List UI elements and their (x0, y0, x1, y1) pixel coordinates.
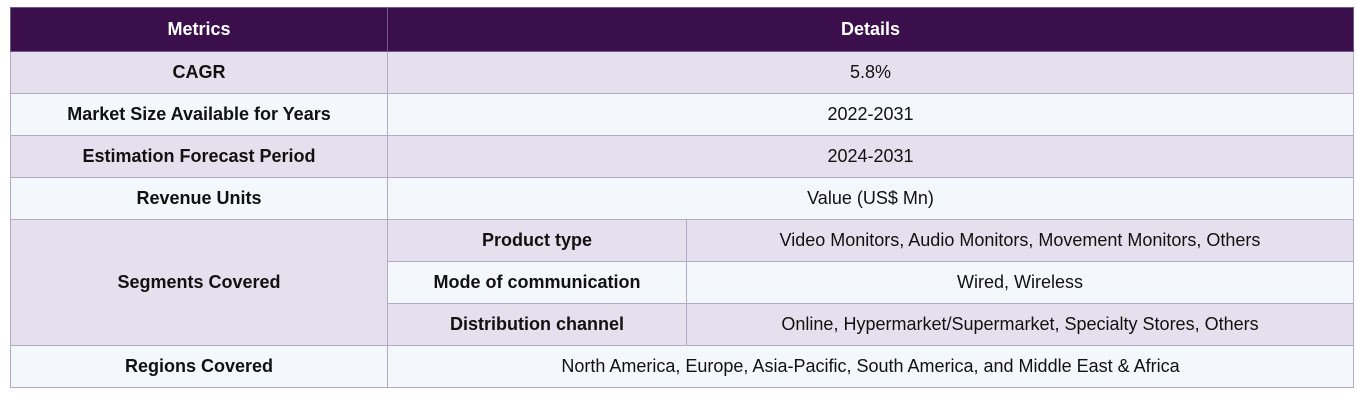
segment-name-distribution-channel: Distribution channel (388, 304, 687, 346)
table-row: Regions Covered North America, Europe, A… (11, 346, 1354, 388)
table-row: CAGR 5.8% (11, 52, 1354, 94)
segment-name-product-type: Product type (388, 220, 687, 262)
table-row: Revenue Units Value (US$ Mn) (11, 178, 1354, 220)
header-metrics: Metrics (11, 8, 388, 52)
table-row: Market Size Available for Years 2022-203… (11, 94, 1354, 136)
metric-market-size-years: Market Size Available for Years (11, 94, 388, 136)
metric-revenue-units: Revenue Units (11, 178, 388, 220)
detail-regions-covered: North America, Europe, Asia-Pacific, Sou… (388, 346, 1354, 388)
table-row: Estimation Forecast Period 2024-2031 (11, 136, 1354, 178)
segment-detail-product-type: Video Monitors, Audio Monitors, Movement… (687, 220, 1354, 262)
detail-revenue-units: Value (US$ Mn) (388, 178, 1354, 220)
segment-name-mode-of-communication: Mode of communication (388, 262, 687, 304)
metric-cagr: CAGR (11, 52, 388, 94)
segment-detail-mode-of-communication: Wired, Wireless (687, 262, 1354, 304)
metric-forecast-period: Estimation Forecast Period (11, 136, 388, 178)
detail-market-size-years: 2022-2031 (388, 94, 1354, 136)
table-row: Segments Covered Product type Video Moni… (11, 220, 1354, 262)
segment-detail-distribution-channel: Online, Hypermarket/Supermarket, Special… (687, 304, 1354, 346)
table-header-row: Metrics Details (11, 8, 1354, 52)
report-table-container: Metrics Details CAGR 5.8% Market Size Av… (10, 7, 1353, 388)
header-details: Details (388, 8, 1354, 52)
detail-cagr: 5.8% (388, 52, 1354, 94)
metric-segments-covered: Segments Covered (11, 220, 388, 346)
detail-forecast-period: 2024-2031 (388, 136, 1354, 178)
report-metrics-table: Metrics Details CAGR 5.8% Market Size Av… (10, 7, 1354, 388)
metric-regions-covered: Regions Covered (11, 346, 388, 388)
